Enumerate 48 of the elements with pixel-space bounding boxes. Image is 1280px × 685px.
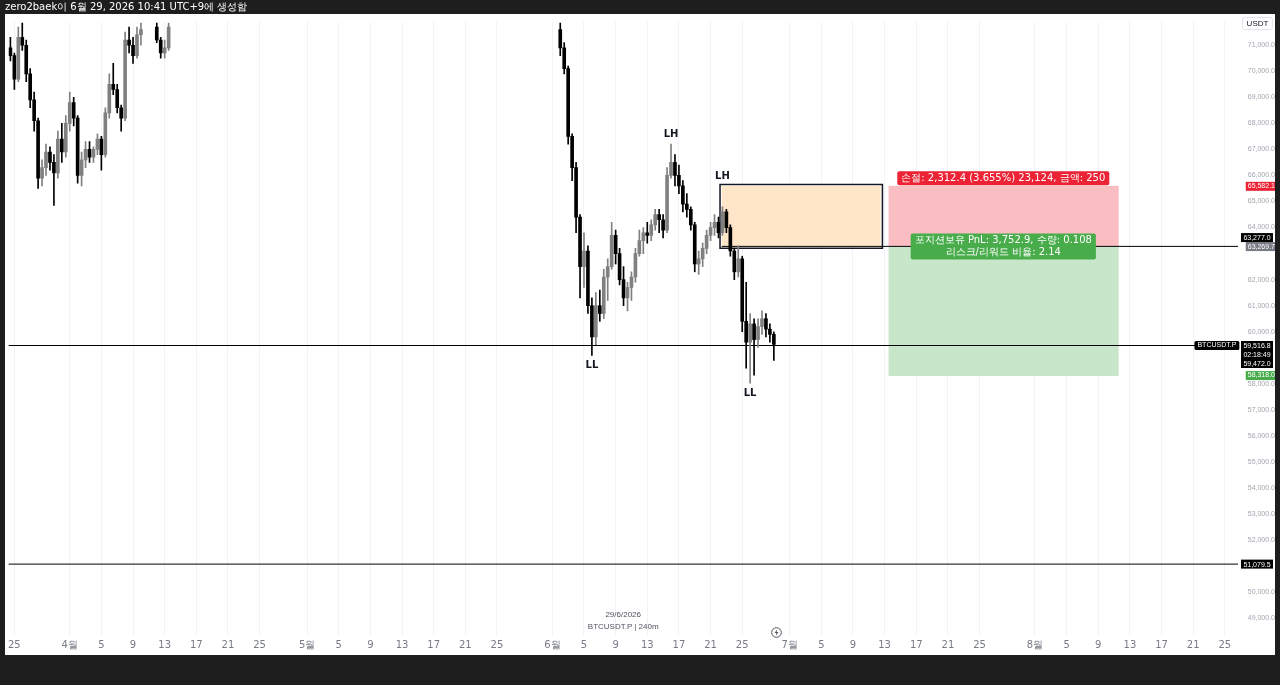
annotation: LH bbox=[715, 169, 730, 181]
candlestick bbox=[645, 222, 650, 244]
x-tick-label: 9 bbox=[612, 638, 619, 650]
x-tick-label: 9 bbox=[129, 638, 137, 650]
x-tick-label: 5월 bbox=[298, 638, 316, 650]
x-tick-label: 17 bbox=[189, 638, 203, 650]
x-tick-label: 5 bbox=[818, 638, 825, 650]
x-tick-label: 25 bbox=[253, 638, 266, 650]
x-tick-label: 21 bbox=[458, 638, 472, 650]
x-tick-label: 9 bbox=[849, 638, 857, 650]
annotation: 포지션보유 PnL: 3,752.9, 수량: 0.108 리스크/리워드 비율: 2.14 bbox=[914, 234, 1092, 258]
x-tick-label: 25 bbox=[735, 638, 749, 650]
x-tick-label: 9 bbox=[1095, 638, 1102, 650]
x-tick-label: 21 bbox=[1186, 638, 1200, 650]
x-tick-label: 13 bbox=[1123, 638, 1137, 650]
x-tick-label: 13 bbox=[395, 638, 409, 650]
annotation: LH bbox=[663, 127, 679, 139]
x-tick-label: 25 bbox=[490, 638, 504, 650]
x-tick-label: 4월 bbox=[61, 638, 78, 650]
x-tick-label: 25 bbox=[1218, 638, 1232, 650]
x-tick-label: 5 bbox=[580, 638, 588, 650]
annotation: LL bbox=[743, 386, 758, 398]
x-tick-label: 21 bbox=[704, 638, 717, 650]
x-tick-label: 5 bbox=[1063, 638, 1070, 650]
annotation: 29/6/2026 bbox=[605, 610, 642, 620]
x-tick-label: 13 bbox=[158, 638, 172, 650]
annotation: BTCUSDT.P | 240m bbox=[587, 622, 659, 632]
x-tick-label: 17 bbox=[909, 638, 923, 650]
x-tick-label: 6월 bbox=[544, 638, 561, 650]
x-tick-label: 9 bbox=[367, 638, 374, 650]
x-tick-label: 25 bbox=[973, 638, 986, 650]
candlestick bbox=[657, 208, 661, 234]
x-tick-label: 7월 bbox=[781, 638, 798, 650]
y-axis-title: USDT bbox=[1246, 18, 1269, 28]
x-tick-label: 8월 bbox=[1026, 638, 1044, 650]
x-tick-label: 21 bbox=[941, 638, 955, 650]
x-tick-label: 17 bbox=[672, 638, 686, 650]
annotation: 손절: 2,312.4 (3.655%) 23,124, 금액: 250 bbox=[901, 171, 1106, 183]
x-tick-label: 17 bbox=[427, 638, 441, 650]
x-tick-label: 21 bbox=[221, 638, 235, 650]
x-tick-label: 13 bbox=[640, 638, 654, 650]
x-tick-label: 25 bbox=[8, 638, 21, 650]
chart-title: zero2baek이 6월 29, 2026 10:41 UTC+9에 생성함 bbox=[5, 0, 248, 14]
x-tick-label: 5 bbox=[335, 638, 342, 650]
x-tick-label: 13 bbox=[878, 638, 891, 650]
x-tick-label: 17 bbox=[1155, 638, 1168, 650]
annotation: LL bbox=[585, 359, 599, 371]
x-tick-label: 5 bbox=[98, 638, 105, 650]
